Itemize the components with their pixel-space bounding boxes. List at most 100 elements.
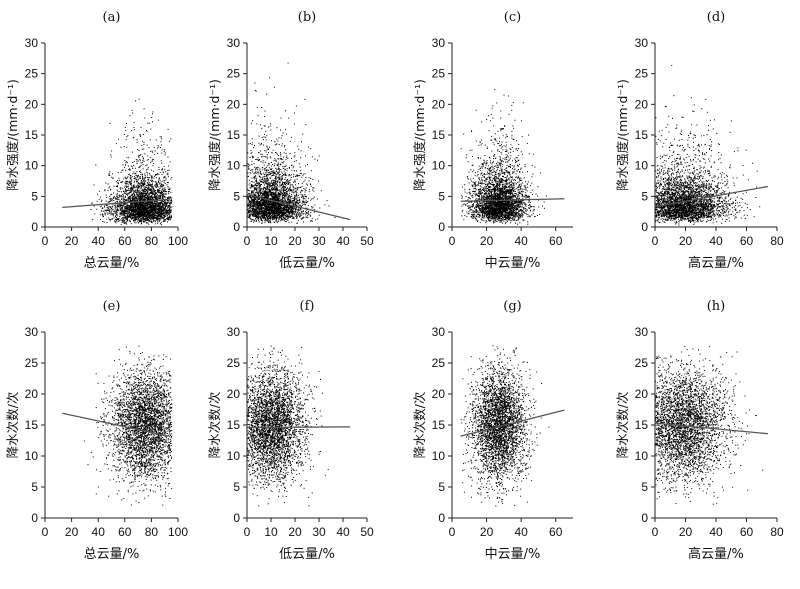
scatter-point	[164, 202, 166, 204]
scatter-point	[143, 220, 145, 222]
scatter-point	[157, 207, 159, 209]
scatter-point	[284, 179, 286, 180]
scatter-point	[278, 158, 280, 160]
scatter-point	[132, 205, 134, 207]
scatter-point	[263, 136, 265, 138]
scatter-point	[105, 182, 107, 184]
scatter-point	[162, 198, 164, 200]
scatter-point	[165, 171, 167, 173]
scatter-point	[131, 200, 133, 202]
scatter-point	[142, 184, 143, 186]
scatter-point	[262, 160, 264, 162]
scatter-point	[141, 182, 143, 183]
scatter-point	[127, 210, 129, 212]
scatter-point	[153, 205, 155, 206]
scatter-point	[140, 214, 142, 216]
scatter-point	[261, 128, 263, 130]
scatter-point	[126, 223, 128, 225]
scatter-point	[141, 189, 143, 191]
scatter-point	[109, 220, 111, 222]
scatter-point	[160, 192, 162, 194]
scatter-point	[162, 205, 164, 207]
scatter-point	[168, 165, 170, 167]
scatter-point	[116, 196, 118, 198]
scatter-point	[131, 217, 133, 219]
scatter-point	[248, 214, 250, 216]
scatter-point	[125, 196, 126, 198]
scatter-point	[137, 198, 139, 200]
scatter-point	[108, 206, 110, 208]
scatter-point	[170, 217, 172, 219]
scatter-point	[126, 146, 128, 148]
scatter-point	[139, 208, 141, 210]
scatter-point	[302, 201, 304, 203]
scatter-point	[293, 170, 295, 172]
scatter-point	[125, 139, 127, 141]
scatter-point	[138, 211, 140, 213]
scatter-point	[163, 166, 165, 167]
scatter-point	[257, 169, 258, 171]
scatter-point	[154, 217, 156, 219]
scatter-point	[108, 209, 110, 211]
scatter-point	[282, 181, 283, 183]
scatter-point	[145, 204, 147, 205]
scatter-point	[159, 186, 161, 188]
scatter-point	[128, 157, 130, 159]
scatter-point	[281, 135, 283, 137]
scatter-point	[308, 189, 310, 191]
scatter-point	[143, 184, 145, 186]
scatter-point	[111, 206, 113, 208]
scatter-point	[127, 193, 129, 195]
scatter-point	[169, 216, 170, 218]
scatter-point	[122, 181, 124, 182]
scatter-point	[257, 205, 259, 207]
scatter-point	[130, 213, 132, 215]
scatter-point	[163, 219, 165, 221]
scatter-point	[107, 213, 109, 215]
scatter-point	[116, 214, 117, 216]
scatter-point	[100, 219, 102, 220]
scatter-point	[293, 189, 295, 191]
scatter-point	[296, 213, 297, 215]
scatter-point	[161, 210, 163, 212]
scatter-point	[169, 199, 171, 201]
scatter-point	[142, 140, 144, 142]
scatter-point	[146, 215, 148, 217]
scatter-point	[128, 169, 130, 171]
scatter-point	[151, 177, 152, 179]
scatter-point	[124, 182, 126, 184]
scatter-point	[166, 209, 168, 211]
scatter-point	[120, 195, 122, 197]
scatter-point	[165, 212, 167, 214]
scatter-point	[129, 207, 131, 209]
scatter-point	[163, 149, 165, 151]
scatter-point	[132, 202, 134, 204]
scatter-point	[146, 164, 148, 166]
scatter-point	[129, 168, 131, 170]
scatter-point	[126, 199, 128, 201]
scatter-point	[142, 183, 144, 185]
scatter-point	[314, 158, 316, 160]
scatter-point	[124, 176, 126, 178]
scatter-point	[144, 211, 146, 213]
scatter-point	[131, 176, 133, 178]
scatter-point	[116, 192, 118, 194]
scatter-point	[159, 190, 161, 192]
scatter-point	[315, 219, 317, 221]
scatter-point	[162, 206, 164, 208]
scatter-point	[120, 195, 122, 197]
scatter-point	[133, 185, 135, 187]
scatter-point	[170, 138, 172, 140]
scatter-point	[278, 174, 280, 176]
scatter-point	[163, 212, 165, 214]
scatter-point	[135, 202, 137, 203]
scatter-point	[141, 202, 143, 204]
scatter-point	[262, 208, 264, 210]
scatter-point	[134, 202, 135, 204]
scatter-point	[114, 204, 116, 206]
scatter-point	[158, 189, 160, 190]
scatter-point	[133, 177, 135, 179]
scatter-point	[124, 160, 126, 161]
scatter-point	[108, 201, 110, 202]
scatter-point	[143, 217, 144, 219]
